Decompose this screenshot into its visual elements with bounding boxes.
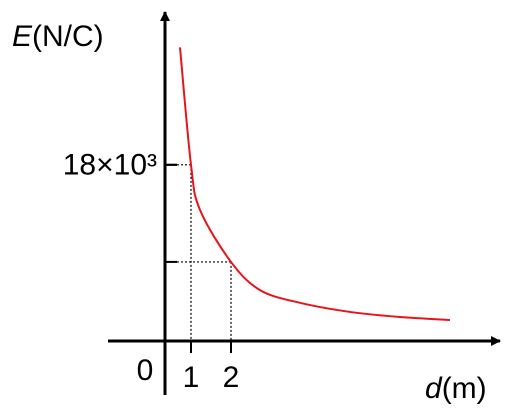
y-label-symbol: E [12,20,33,53]
origin-label: 0 [137,354,154,387]
y-tick-label: 18×10³ [63,149,157,182]
curve [179,47,451,321]
x-label-symbol: d [425,372,443,405]
x-axis-label: d(m) [425,372,487,405]
x-label-unit: (m) [442,372,487,405]
x-tick-label: 1 [183,361,200,394]
y-label-unit: (N/C) [32,20,104,53]
y-axis-label: E(N/C) [12,20,104,53]
x-tick-label: 2 [223,361,240,394]
